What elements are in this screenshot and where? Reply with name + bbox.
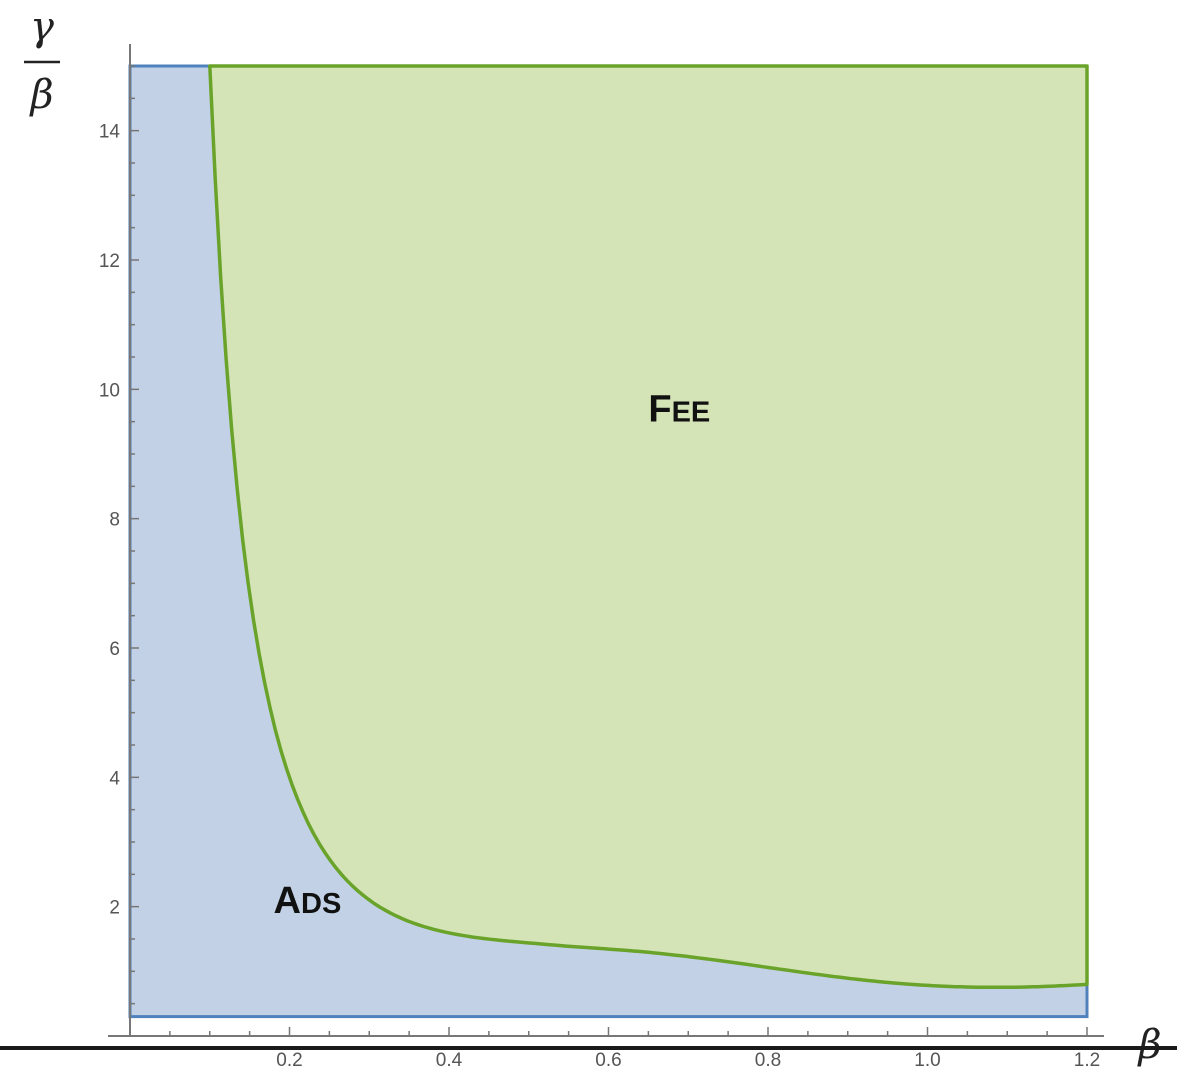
y-tick-label: 14: [99, 122, 121, 143]
axes-layer: [108, 44, 1104, 1037]
region-label-fee: FEE: [648, 389, 710, 431]
y-tick-label: 6: [109, 639, 120, 660]
x-tick-label: 0.6: [595, 1050, 621, 1071]
x-tick-label: 1.0: [914, 1050, 940, 1071]
x-tick-label: 0.4: [436, 1050, 463, 1071]
x-tick-label: 0.2: [276, 1050, 302, 1071]
y-tick-label: 2: [109, 898, 120, 919]
y-tick-label: 8: [109, 510, 120, 531]
region-label-ads: ADS: [274, 880, 342, 922]
regions-layer: [128, 64, 1089, 1019]
y-tick-label: 10: [99, 380, 120, 401]
bottom-border-line: [0, 1046, 1177, 1050]
x-axis-label: β: [1136, 1022, 1161, 1068]
region-label-initial: F: [648, 389, 671, 431]
region-label-rest: DS: [301, 888, 341, 920]
region-label-rest: EE: [672, 397, 711, 429]
fee-region: [208, 64, 1089, 990]
x-tick-label: 0.8: [755, 1050, 781, 1071]
region-label-initial: A: [274, 880, 301, 922]
y-tick-label: 12: [99, 251, 120, 272]
x-tick-label: 1.2: [1074, 1050, 1100, 1071]
y-tick-label: 4: [109, 768, 120, 789]
y-axis-label-numerator: γ: [30, 4, 54, 50]
y-axis-label-denominator: β: [28, 72, 53, 118]
